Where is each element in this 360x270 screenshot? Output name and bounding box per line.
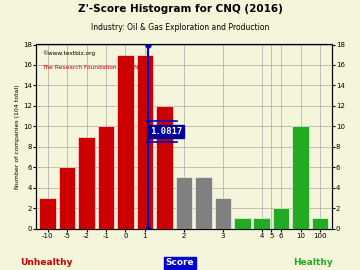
Text: Z'-Score Histogram for CNQ (2016): Z'-Score Histogram for CNQ (2016) bbox=[77, 4, 283, 14]
Bar bbox=[156, 106, 173, 229]
Y-axis label: Number of companies (104 total): Number of companies (104 total) bbox=[15, 84, 20, 189]
Bar bbox=[117, 55, 134, 229]
Text: The Research Foundation of SUNY: The Research Foundation of SUNY bbox=[42, 65, 142, 70]
Bar bbox=[59, 167, 75, 229]
Bar bbox=[234, 218, 251, 229]
Bar bbox=[98, 126, 114, 229]
Bar bbox=[253, 218, 270, 229]
Bar bbox=[78, 137, 95, 229]
Bar bbox=[195, 177, 212, 229]
Bar bbox=[176, 177, 192, 229]
Text: 1.0817: 1.0817 bbox=[150, 127, 182, 136]
Bar bbox=[292, 126, 309, 229]
Text: ©www.textbiz.org: ©www.textbiz.org bbox=[42, 50, 95, 56]
Bar bbox=[312, 218, 328, 229]
Bar bbox=[215, 198, 231, 229]
Text: Healthy: Healthy bbox=[293, 258, 333, 267]
Bar bbox=[137, 55, 153, 229]
Bar bbox=[39, 198, 56, 229]
Text: Score: Score bbox=[166, 258, 194, 267]
Bar bbox=[273, 208, 289, 229]
Text: Unhealthy: Unhealthy bbox=[21, 258, 73, 267]
Text: Industry: Oil & Gas Exploration and Production: Industry: Oil & Gas Exploration and Prod… bbox=[91, 23, 269, 32]
